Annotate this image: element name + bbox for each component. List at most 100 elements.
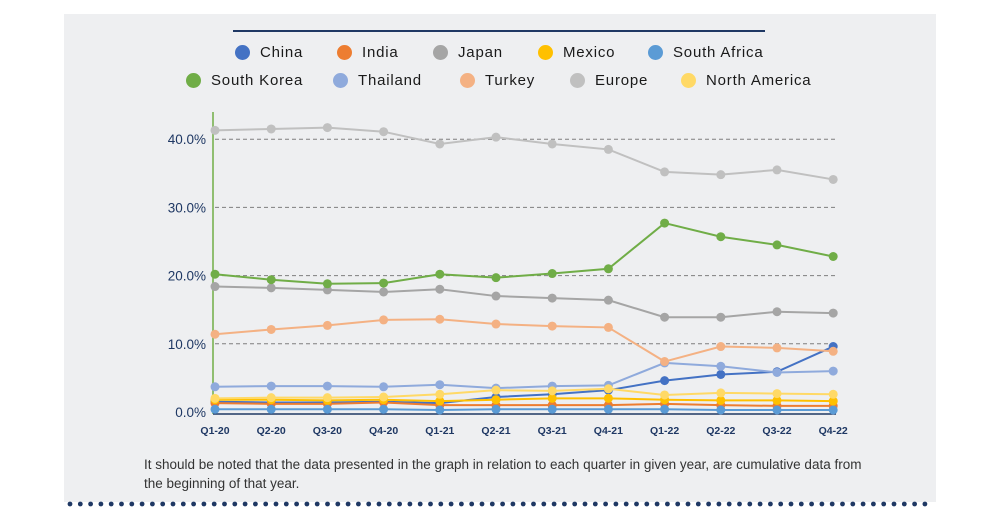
divider-dot bbox=[366, 501, 372, 507]
data-point-north-america bbox=[379, 392, 389, 402]
divider-dot bbox=[77, 501, 83, 507]
x-tick-label: Q3-21 bbox=[538, 425, 567, 437]
data-point-turkey bbox=[603, 322, 613, 332]
divider-dot bbox=[479, 501, 485, 507]
data-point-thailand bbox=[716, 361, 726, 371]
divider-dot bbox=[850, 501, 856, 507]
x-tick-label: Q1-22 bbox=[650, 425, 679, 437]
data-point-south-korea bbox=[660, 218, 670, 228]
divider-dot bbox=[489, 501, 495, 507]
divider-dot bbox=[613, 501, 619, 507]
divider-dot bbox=[737, 501, 742, 507]
legend-label: Europe bbox=[595, 71, 649, 89]
y-tick-label: 20.0% bbox=[168, 269, 206, 284]
divider-dot bbox=[98, 501, 104, 507]
legend-item-mexico: Mexico bbox=[538, 42, 615, 62]
x-tick-label: Q2-20 bbox=[257, 425, 286, 437]
divider-dot bbox=[294, 501, 299, 507]
divider-dot bbox=[675, 501, 681, 507]
legend-label: Mexico bbox=[563, 43, 616, 61]
series-line-north-america bbox=[214, 387, 834, 400]
data-point-turkey bbox=[660, 357, 670, 367]
series-line-turkey bbox=[214, 318, 834, 363]
legend-item-south-africa: South Africa bbox=[648, 42, 763, 62]
data-point-japan bbox=[660, 312, 670, 322]
data-point-japan bbox=[210, 282, 220, 292]
data-point-north-america bbox=[322, 393, 332, 403]
legend-marker bbox=[648, 44, 663, 60]
legend-item-south-korea: South Korea bbox=[186, 70, 303, 90]
data-point-turkey bbox=[772, 343, 782, 353]
data-point-europe bbox=[210, 125, 220, 135]
divider-dot bbox=[912, 501, 917, 507]
legend-label: South Africa bbox=[673, 43, 764, 61]
data-point-north-america bbox=[660, 390, 670, 400]
y-tick-label: 0.0% bbox=[175, 405, 206, 420]
divider-dot bbox=[881, 501, 887, 507]
divider-dot bbox=[788, 501, 794, 507]
data-point-mexico bbox=[603, 393, 613, 403]
chart-panel bbox=[64, 14, 936, 502]
data-point-europe bbox=[322, 123, 332, 133]
data-point-turkey bbox=[547, 321, 557, 331]
data-point-turkey bbox=[828, 346, 838, 356]
data-point-south-korea bbox=[210, 269, 220, 279]
series-line-south-korea bbox=[214, 221, 834, 285]
data-point-mexico bbox=[491, 395, 501, 405]
divider-dot bbox=[757, 501, 763, 507]
data-point-turkey bbox=[322, 320, 332, 330]
data-point-north-america bbox=[491, 385, 501, 395]
series-line-europe bbox=[214, 126, 834, 181]
data-point-japan bbox=[603, 295, 613, 305]
legend-marker bbox=[337, 44, 352, 60]
legend-marker bbox=[460, 72, 475, 88]
legend-label: South Korea bbox=[211, 71, 304, 89]
data-point-south-africa bbox=[266, 404, 276, 414]
divider-dot bbox=[582, 501, 588, 507]
data-point-north-america bbox=[603, 384, 613, 394]
data-point-south-korea bbox=[266, 275, 276, 285]
divider-dot bbox=[201, 501, 207, 507]
divider-dot bbox=[922, 501, 928, 507]
x-tick-label: Q3-22 bbox=[762, 425, 791, 437]
data-point-thailand bbox=[772, 367, 782, 377]
data-point-china bbox=[660, 376, 670, 386]
divider-dot bbox=[685, 501, 691, 507]
y-tick-label: 10.0% bbox=[168, 337, 206, 352]
data-point-europe bbox=[547, 139, 557, 149]
divider-dot bbox=[706, 501, 711, 507]
divider-dot bbox=[273, 501, 279, 507]
series-line-mexico bbox=[215, 397, 834, 403]
divider-dot bbox=[314, 501, 320, 507]
legend-marker bbox=[681, 72, 696, 88]
data-point-mexico bbox=[828, 396, 838, 406]
divider-dot bbox=[562, 501, 567, 507]
divider-dot bbox=[520, 501, 526, 507]
legend: China India Japan Mexico South Africa South K… bbox=[0, 0, 1000, 100]
data-point-japan bbox=[828, 308, 838, 318]
divider-dot bbox=[603, 501, 608, 507]
x-tick-label: Q2-21 bbox=[481, 425, 510, 437]
data-point-south-africa bbox=[828, 405, 838, 415]
data-point-south-africa bbox=[379, 404, 389, 414]
legend-item-china: China bbox=[235, 42, 303, 62]
data-point-thailand bbox=[266, 381, 276, 391]
legend-label: Thailand bbox=[358, 71, 422, 89]
data-point-south-africa bbox=[435, 405, 445, 415]
data-point-south-korea bbox=[322, 279, 332, 289]
divider-dot bbox=[253, 501, 258, 507]
data-point-mexico bbox=[772, 395, 782, 405]
divider-dot bbox=[150, 501, 155, 507]
data-point-europe bbox=[772, 165, 782, 175]
divider-dot bbox=[665, 501, 670, 507]
data-point-japan bbox=[266, 283, 276, 293]
data-point-south-korea bbox=[716, 232, 726, 242]
divider-dot bbox=[860, 501, 866, 507]
divider-dot bbox=[376, 501, 382, 507]
data-point-south-africa bbox=[491, 404, 501, 414]
data-point-south-korea bbox=[772, 240, 782, 250]
divider-dot bbox=[417, 501, 423, 507]
data-point-thailand bbox=[379, 382, 389, 392]
x-tick-label: Q2-22 bbox=[706, 425, 735, 437]
